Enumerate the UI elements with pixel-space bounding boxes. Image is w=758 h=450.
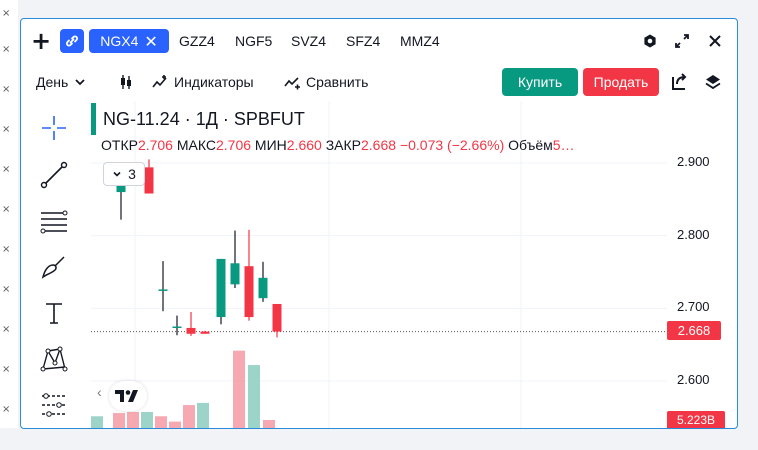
sell-button[interactable]: Продать xyxy=(583,68,659,96)
interval-dropdown[interactable]: День xyxy=(36,70,87,94)
candle-body xyxy=(216,258,226,318)
last-price-tag: 2.668 xyxy=(667,321,721,340)
text-tool-icon[interactable] xyxy=(37,296,71,330)
tab-symbol[interactable]: GZZ4 xyxy=(179,33,215,49)
indicators-button[interactable]: Индикаторы xyxy=(151,70,254,94)
chevron-down-icon xyxy=(113,171,121,177)
layers-button[interactable] xyxy=(705,70,721,94)
share-icon xyxy=(672,73,687,90)
left-page-edge: × × × × × × × × × × × xyxy=(0,0,18,428)
candle-partial xyxy=(91,103,96,135)
tab-active-symbol[interactable]: NGX4 ✕ xyxy=(89,29,169,53)
indicators-icon xyxy=(152,75,167,88)
collapsed-count: 3 xyxy=(128,166,136,182)
trend-line-icon[interactable] xyxy=(37,158,71,192)
price-plot[interactable] xyxy=(91,101,667,428)
price-tick: 2.600 xyxy=(677,372,710,387)
close-label: ЗАКР xyxy=(325,137,361,153)
change-value: −0.073 (−2.66%) xyxy=(399,137,505,153)
compare-button[interactable]: Сравнить xyxy=(283,70,368,94)
pattern-tool-icon[interactable] xyxy=(37,342,71,376)
volume-bar xyxy=(197,402,209,428)
share-button[interactable] xyxy=(669,70,689,94)
chart-window: + NGX4 ✕ GZZ4 NGF5 SVZ4 SFZ4 MMZ4 День xyxy=(20,18,738,429)
candle-body xyxy=(244,266,254,318)
candle-body xyxy=(230,263,240,285)
candle-body xyxy=(172,326,182,328)
candle-type-button[interactable] xyxy=(117,70,135,94)
drawing-toolbar xyxy=(21,101,91,428)
volume-label: Объём xyxy=(508,137,553,153)
symbol-legend-title: NG-11.24 · 1Д · SPBFUT xyxy=(103,109,305,129)
volume-bar xyxy=(248,365,260,428)
link-icon[interactable] xyxy=(60,29,84,53)
fullscreen-icon[interactable] xyxy=(671,30,693,52)
close-value: 2.668 xyxy=(361,137,397,153)
volume-bar xyxy=(141,412,153,428)
prediction-tool-icon[interactable] xyxy=(37,388,71,422)
close-icon[interactable] xyxy=(704,30,726,52)
high-value: 2.706 xyxy=(215,137,252,153)
price-axis[interactable]: 2.900 2.800 2.700 2.600 2.668 5.223B xyxy=(667,101,737,428)
chart-pane[interactable]: NG-11.24 · 1Д · SPBFUT ОТКР2.706 МАКС2.7… xyxy=(91,101,667,428)
ohlc-legend: ОТКР2.706 МАКС2.706 МИН2.660 ЗАКР2.668 −… xyxy=(101,137,667,153)
price-tick: 2.700 xyxy=(677,299,710,314)
low-label: МИН xyxy=(254,137,287,153)
close-tab-icon[interactable]: ✕ xyxy=(144,31,158,51)
candle-body xyxy=(258,277,268,299)
volume-value: 5… xyxy=(552,137,575,153)
candle-body xyxy=(144,167,154,194)
volume-bar xyxy=(183,405,195,428)
tab-symbol[interactable]: MMZ4 xyxy=(400,33,440,49)
tab-symbol[interactable]: SFZ4 xyxy=(346,33,381,49)
brush-icon[interactable] xyxy=(37,250,71,284)
volume-tag: 5.223B xyxy=(667,411,725,428)
tab-symbol[interactable]: NGF5 xyxy=(235,33,273,49)
candle-body xyxy=(200,331,210,334)
active-symbol-label: NGX4 xyxy=(100,33,139,49)
chevron-down-icon xyxy=(75,79,85,86)
low-value: 2.660 xyxy=(286,137,322,153)
candle-body xyxy=(272,303,282,332)
collapse-legend-button[interactable]: 3 xyxy=(103,162,145,186)
compare-icon xyxy=(284,77,300,90)
compare-label: Сравнить xyxy=(306,74,369,90)
add-symbol-icon[interactable]: + xyxy=(30,27,52,55)
settings-icon[interactable] xyxy=(639,30,661,52)
volume-bar xyxy=(113,413,125,428)
volume-bar xyxy=(263,420,275,428)
price-tick: 2.800 xyxy=(677,227,710,242)
fib-retracement-icon[interactable] xyxy=(37,204,71,238)
candle-body xyxy=(186,327,196,334)
interval-label: День xyxy=(36,74,69,90)
price-tick: 2.900 xyxy=(677,154,710,169)
buy-button[interactable]: Купить xyxy=(502,68,578,96)
open-value: 2.706 xyxy=(137,137,173,153)
candles-icon xyxy=(121,75,131,89)
volume-bar xyxy=(233,350,245,428)
layers-icon xyxy=(705,75,721,90)
symbol-tab-bar: + NGX4 ✕ GZZ4 NGF5 SVZ4 SFZ4 MMZ4 xyxy=(21,19,737,61)
volume-bar xyxy=(91,416,103,428)
high-label: МАКС xyxy=(176,137,216,153)
candle-body xyxy=(158,289,168,291)
tab-symbol[interactable]: SVZ4 xyxy=(291,33,327,49)
chart-toolbar: День Индикаторы Сравнить Купить Продать xyxy=(21,61,737,101)
crosshair-icon[interactable] xyxy=(37,111,71,145)
indicators-label: Индикаторы xyxy=(174,74,254,90)
tradingview-logo[interactable] xyxy=(109,381,147,411)
volume-bar xyxy=(127,412,139,428)
volume-bar xyxy=(169,421,181,428)
scroll-left-icon[interactable]: ‹ xyxy=(97,384,102,400)
volume-bar xyxy=(155,416,167,428)
open-label: ОТКР xyxy=(101,137,138,153)
